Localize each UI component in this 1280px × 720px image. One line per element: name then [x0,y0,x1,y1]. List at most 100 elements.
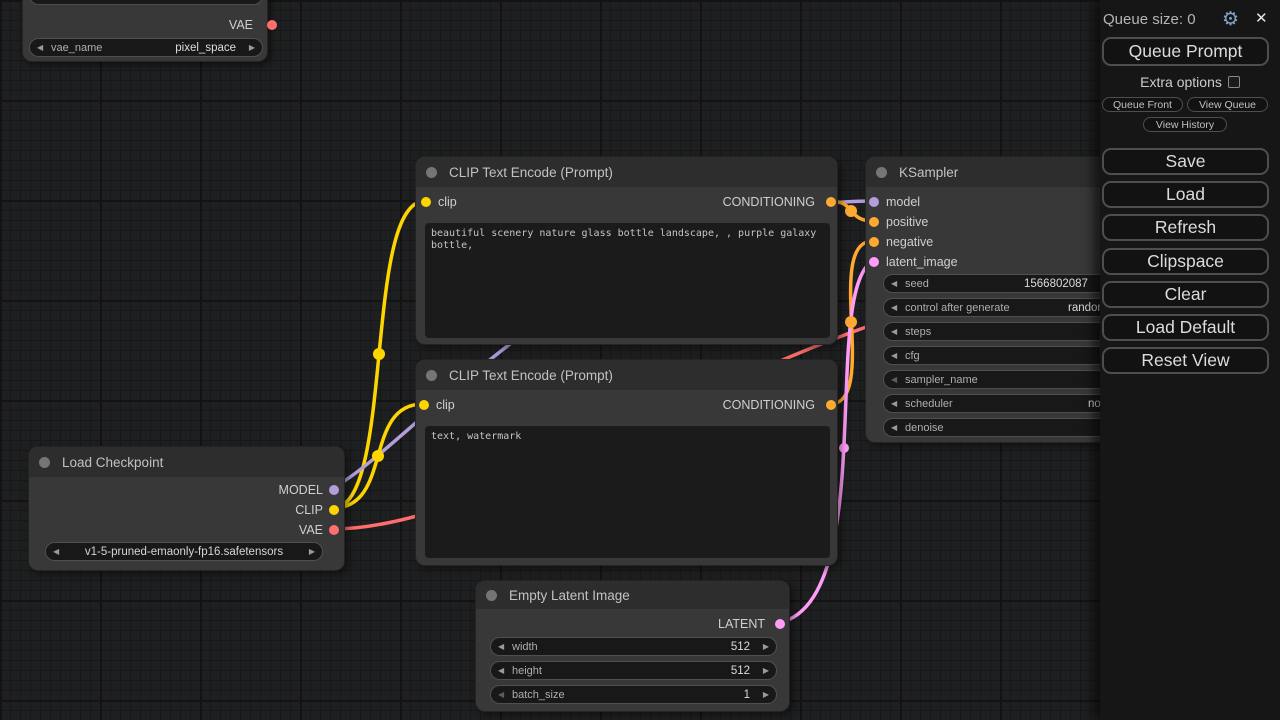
output-label-conditioning: CONDITIONING [722,195,815,209]
clear-button[interactable]: Clear [1102,281,1269,308]
output-port-clip[interactable] [329,505,339,515]
widget-steps[interactable]: ◀ steps [883,322,1128,341]
gear-icon[interactable]: ⚙ [1222,9,1240,30]
extra-options-checkbox[interactable] [1227,76,1240,88]
widget-label: control after generate [905,301,1010,314]
decrement-arrow-icon[interactable]: ◀ [53,546,60,556]
link-midpoint-dot[interactable] [839,443,849,453]
node-titlebar[interactable]: Load Checkpoint [29,447,344,477]
node-titlebar[interactable]: Empty Latent Image [476,581,789,609]
refresh-button[interactable]: Refresh [1102,214,1269,241]
widget-label: scheduler [905,397,953,410]
decrement-arrow-icon[interactable]: ◀ [37,42,44,52]
output-label-conditioning: CONDITIONING [722,398,815,412]
output-port-vae[interactable] [267,20,277,30]
widget-batch-size[interactable]: ◀ batch_size 1 ▶ [490,685,777,704]
widget-scheduler[interactable]: ◀ scheduler normal [883,394,1128,413]
load-button[interactable]: Load [1102,181,1269,208]
increment-arrow-icon[interactable]: ▶ [308,546,315,556]
node-collapse-dot[interactable] [426,166,437,178]
link-midpoint-dot[interactable] [845,205,857,217]
save-button[interactable]: Save [1102,148,1269,175]
increment-arrow-icon[interactable]: ▶ [248,42,255,52]
widget-value: pixel_space [175,41,236,54]
node-collapse-dot[interactable] [486,589,497,601]
widget-label: height [512,664,542,677]
output-port-latent[interactable] [775,619,785,629]
widget-label: batch_size [512,688,565,701]
clipspace-button[interactable]: Clipspace [1102,248,1269,275]
comfy-menu-panel: Queue size: 0 ⚙ ✕ Queue Prompt Extra opt… [1100,0,1280,720]
widget-label: steps [905,325,932,338]
link-midpoint-dot[interactable] [845,316,857,328]
close-icon[interactable]: ✕ [1255,10,1268,27]
link-midpoint-dot[interactable] [372,450,384,462]
node-collapse-dot[interactable] [39,456,50,468]
hidden-widget-sliver[interactable] [29,0,263,5]
decrement-arrow-icon[interactable]: ◀ [891,398,898,408]
node-titlebar[interactable]: KSampler [866,157,1144,187]
decrement-arrow-icon[interactable]: ◀ [891,350,898,360]
wire-clip-to-positive-prompt [331,199,427,510]
widget-ckpt-name[interactable]: ◀ v1-5-pruned-emaonly-fp16.safetensors ▶ [45,542,323,561]
widget-denoise[interactable]: ◀ denoise [883,418,1128,437]
node-load-checkpoint[interactable]: Load Checkpoint MODEL CLIP VAE ◀ v1-5-pr… [28,446,345,571]
node-title: CLIP Text Encode (Prompt) [449,367,613,383]
node-titlebar[interactable]: CLIP Text Encode (Prompt) [416,360,837,390]
prompt-textarea[interactable]: text, watermark [425,426,830,558]
decrement-arrow-icon[interactable]: ◀ [891,278,898,288]
decrement-arrow-icon[interactable]: ◀ [891,326,898,336]
node-title: KSampler [899,164,959,180]
node-vae-partial[interactable]: VAE ◀ vae_name pixel_space ▶ [22,0,277,62]
output-port-vae[interactable] [329,525,339,535]
widget-seed[interactable]: ◀ seed 1566802087 [883,274,1128,293]
increment-arrow-icon[interactable]: ▶ [762,665,769,675]
decrement-arrow-icon[interactable]: ◀ [498,665,505,675]
prompt-textarea[interactable]: beautiful scenery nature glass bottle la… [425,223,830,338]
link-midpoint-dot[interactable] [373,348,385,360]
widget-sampler-name[interactable]: ◀ sampler_name [883,370,1128,389]
output-label-model: MODEL [278,483,323,497]
input-port-positive[interactable] [869,217,879,227]
node-empty-latent-image[interactable]: Empty Latent Image LATENT ◀ width 512 ▶ … [475,580,790,712]
output-port-conditioning[interactable] [826,197,836,207]
widget-label: sampler_name [905,373,978,386]
decrement-arrow-icon[interactable]: ◀ [498,641,505,651]
node-titlebar[interactable]: CLIP Text Encode (Prompt) [416,157,837,187]
node-collapse-dot[interactable] [426,369,437,381]
view-history-button[interactable]: View History [1143,117,1227,132]
widget-height[interactable]: ◀ height 512 ▶ [490,661,777,680]
input-port-negative[interactable] [869,237,879,247]
widget-vae-name[interactable]: ◀ vae_name pixel_space ▶ [29,38,263,57]
input-port-latent-image[interactable] [869,257,879,267]
output-label-vae: VAE [298,523,323,537]
decrement-arrow-icon[interactable]: ◀ [891,422,898,432]
increment-arrow-icon[interactable]: ▶ [762,641,769,651]
output-port-model[interactable] [329,485,339,495]
view-queue-button[interactable]: View Queue [1187,97,1268,112]
load-default-button[interactable]: Load Default [1102,314,1269,341]
increment-arrow-icon[interactable]: ▶ [762,689,769,699]
queue-front-button[interactable]: Queue Front [1102,97,1183,112]
input-port-clip[interactable] [421,197,431,207]
input-label-positive: positive [886,215,929,229]
widget-control-after-generate[interactable]: ◀ control after generate randomize [883,298,1128,317]
reset-view-button[interactable]: Reset View [1102,347,1269,374]
decrement-arrow-icon[interactable]: ◀ [891,302,898,312]
input-port-clip[interactable] [419,400,429,410]
decrement-arrow-icon[interactable]: ◀ [891,374,898,384]
output-label-latent: LATENT [718,617,765,631]
node-clip-text-encode-positive[interactable]: CLIP Text Encode (Prompt) clip CONDITION… [415,156,838,345]
decrement-arrow-icon[interactable]: ◀ [498,689,505,699]
output-port-conditioning[interactable] [826,400,836,410]
queue-prompt-button[interactable]: Queue Prompt [1102,37,1269,66]
node-collapse-dot[interactable] [876,166,887,178]
input-label-clip: clip [438,195,457,209]
widget-width[interactable]: ◀ width 512 ▶ [490,637,777,656]
queue-size-label: Queue size: 0 [1103,11,1196,28]
node-clip-text-encode-negative[interactable]: CLIP Text Encode (Prompt) clip CONDITION… [415,359,838,566]
widget-cfg[interactable]: ◀ cfg [883,346,1128,365]
widget-value: 1 [743,688,750,701]
input-port-model[interactable] [869,197,879,207]
